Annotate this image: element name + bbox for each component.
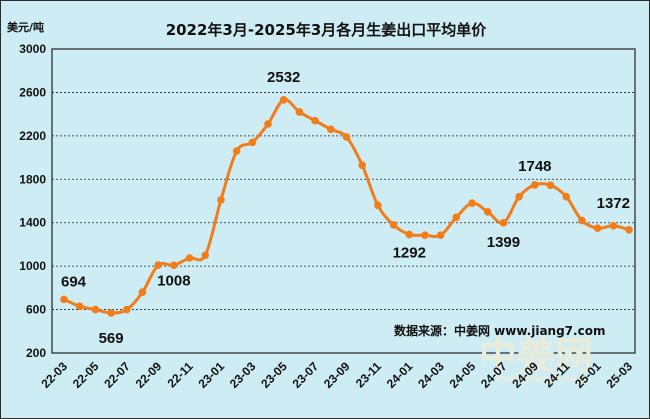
data-point [327, 125, 335, 134]
x-tick-label: 23-01 [195, 359, 227, 391]
data-point [515, 192, 523, 201]
data-point [578, 216, 586, 225]
data-point [405, 230, 414, 239]
x-tick-label: 23-09 [321, 359, 353, 391]
data-point [170, 261, 178, 270]
data-label: 1399 [487, 234, 520, 251]
data-point [389, 221, 398, 229]
x-tick-label: 23-11 [353, 359, 384, 390]
grid-lines [52, 48, 635, 354]
x-tick-label: 23-07 [290, 359, 322, 391]
data-point [201, 251, 210, 260]
y-tick-label: 200 [26, 346, 46, 360]
data-point [593, 224, 602, 232]
x-tick-label: 22-07 [101, 359, 133, 391]
y-tick-label: 2600 [19, 85, 46, 99]
data-point [295, 108, 304, 116]
data-point [107, 309, 115, 317]
data-point [625, 225, 633, 234]
x-tick-label: 23-05 [258, 359, 290, 391]
data-point [232, 147, 241, 155]
x-tick-label: 22-05 [70, 359, 102, 391]
data-label: 1748 [518, 158, 551, 175]
watermark-logo: 中姜网 [479, 334, 593, 378]
data-point [60, 295, 68, 304]
y-axis-ticks: 200 600 1000 1400 1800 2200 2600 3000 [19, 42, 46, 360]
data-label: 2532 [267, 69, 300, 86]
data-point [562, 192, 571, 201]
y-axis-unit: 美元/吨 [7, 20, 44, 34]
watermark-url: www.jiang7.com [495, 374, 588, 385]
x-tick-label: 23-03 [227, 359, 259, 391]
x-tick-label: 22-09 [133, 359, 165, 391]
x-tick-label: 22-03 [39, 359, 71, 391]
data-label: 1008 [157, 272, 190, 289]
data-point [248, 138, 257, 147]
x-tick-label: 22-11 [165, 359, 196, 390]
data-point [421, 231, 429, 239]
data-labels: 694 569 1008 2532 1292 1399 1748 1372 [61, 69, 630, 347]
data-point [138, 288, 147, 297]
data-point [185, 254, 194, 262]
series-markers [60, 96, 633, 317]
x-tick-label: 24-01 [384, 359, 416, 391]
chart-title: 2022年3月-2025年3月各月生姜出口平均单价 [166, 21, 488, 39]
data-point [358, 161, 366, 169]
series-line [62, 98, 631, 315]
data-point [468, 199, 476, 207]
data-point [75, 302, 84, 311]
data-point [546, 181, 555, 190]
data-point [609, 221, 618, 230]
data-point [279, 96, 288, 104]
y-tick-label: 1000 [19, 259, 46, 273]
data-label: 1372 [597, 195, 630, 212]
data-point [499, 219, 508, 227]
y-tick-label: 3000 [19, 42, 46, 56]
watermark: 中姜网 www.jiang7.com [479, 334, 593, 385]
data-label: 1292 [393, 244, 426, 261]
data-point [217, 196, 225, 204]
data-point [122, 305, 131, 314]
source-note: 数据来源：中姜网 www.jiang7.com [394, 323, 605, 338]
data-point [531, 181, 539, 189]
x-tick-label: 24-05 [447, 359, 479, 391]
y-tick-label: 1400 [19, 216, 46, 230]
data-point [311, 116, 319, 125]
data-point [342, 133, 351, 141]
data-label: 569 [99, 330, 124, 347]
data-point [264, 120, 272, 128]
x-tick-label: 25-03 [604, 359, 636, 391]
y-tick-label: 1800 [19, 172, 46, 186]
y-tick-label: 600 [26, 303, 46, 317]
data-point [374, 201, 382, 210]
data-point [154, 261, 162, 269]
plot-area [51, 48, 636, 354]
data-label: 694 [61, 273, 87, 290]
data-point [91, 305, 100, 314]
x-tick-label: 24-03 [415, 359, 447, 391]
data-point [452, 213, 461, 222]
data-point [436, 231, 445, 239]
data-point [483, 208, 492, 216]
y-tick-label: 2200 [19, 129, 46, 143]
